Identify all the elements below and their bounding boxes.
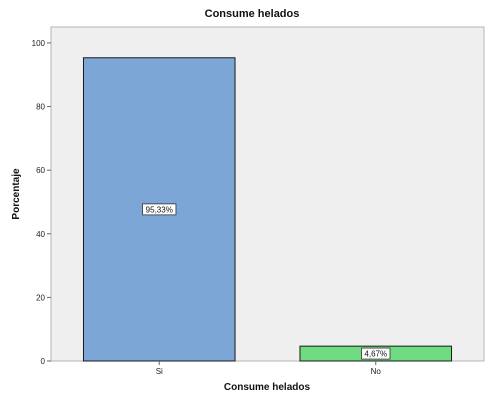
- y-tick-label-5: 100: [32, 39, 46, 48]
- x-tick-label-no: No: [371, 367, 382, 376]
- x-axis-label: Consume helados: [224, 382, 311, 393]
- data-label-si: 95,33%: [146, 205, 173, 214]
- y-tick-label-3: 60: [36, 166, 45, 175]
- chart-title: Consume helados: [205, 8, 300, 20]
- x-axis: Si No: [156, 361, 382, 376]
- y-axis: 0 20 40 60 80 100: [32, 39, 51, 366]
- x-tick-label-si: Si: [156, 367, 163, 376]
- data-label-no: 4,67%: [364, 350, 387, 359]
- y-tick-label-0: 0: [41, 357, 46, 366]
- y-axis-label: Porcentaje: [11, 168, 22, 220]
- data-label-box-si: [142, 203, 177, 216]
- data-label-box-no: [361, 347, 391, 360]
- bars: 95,33% 4,67%: [82, 57, 453, 362]
- y-tick-label-2: 40: [36, 230, 45, 239]
- y-tick-label-1: 20: [36, 293, 45, 302]
- y-tick-label-4: 80: [36, 103, 45, 112]
